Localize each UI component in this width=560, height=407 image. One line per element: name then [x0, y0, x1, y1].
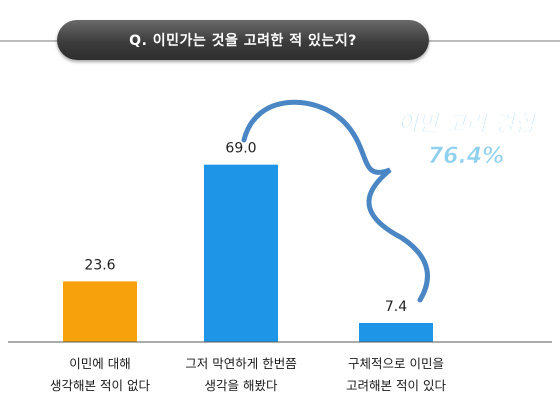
bar-group: [63, 164, 433, 342]
category-label-2-line-2: 생각을 해봤다: [205, 378, 278, 393]
annotation-label: 이민 고려 경험: [398, 112, 538, 137]
chart-title: Q. 이민가는 것을 고려한 적 있는지?: [57, 20, 429, 60]
category-label-3-line-2: 고려해본 적이 있다: [346, 378, 446, 393]
bar-2: [204, 164, 278, 342]
value-label-2: 69.0: [225, 141, 256, 157]
value-label-3: 7.4: [385, 299, 407, 315]
category-label-1-line-1: 이민에 대해: [69, 356, 130, 371]
annotation-value: 76.4%: [428, 144, 504, 169]
category-label-1-line-2: 생각해본 적이 없다: [50, 378, 150, 393]
bar-3: [359, 322, 433, 342]
value-label-1: 23.6: [84, 257, 115, 273]
bar-1: [63, 281, 137, 342]
category-label-2-line-1: 그저 막연하게 한번쯤: [185, 356, 296, 371]
category-label-3-line-1: 구체적으로 이민을: [348, 356, 444, 371]
grouping-brace: [241, 99, 430, 303]
value-label-group: 23.6 69.0 7.4: [84, 141, 407, 315]
